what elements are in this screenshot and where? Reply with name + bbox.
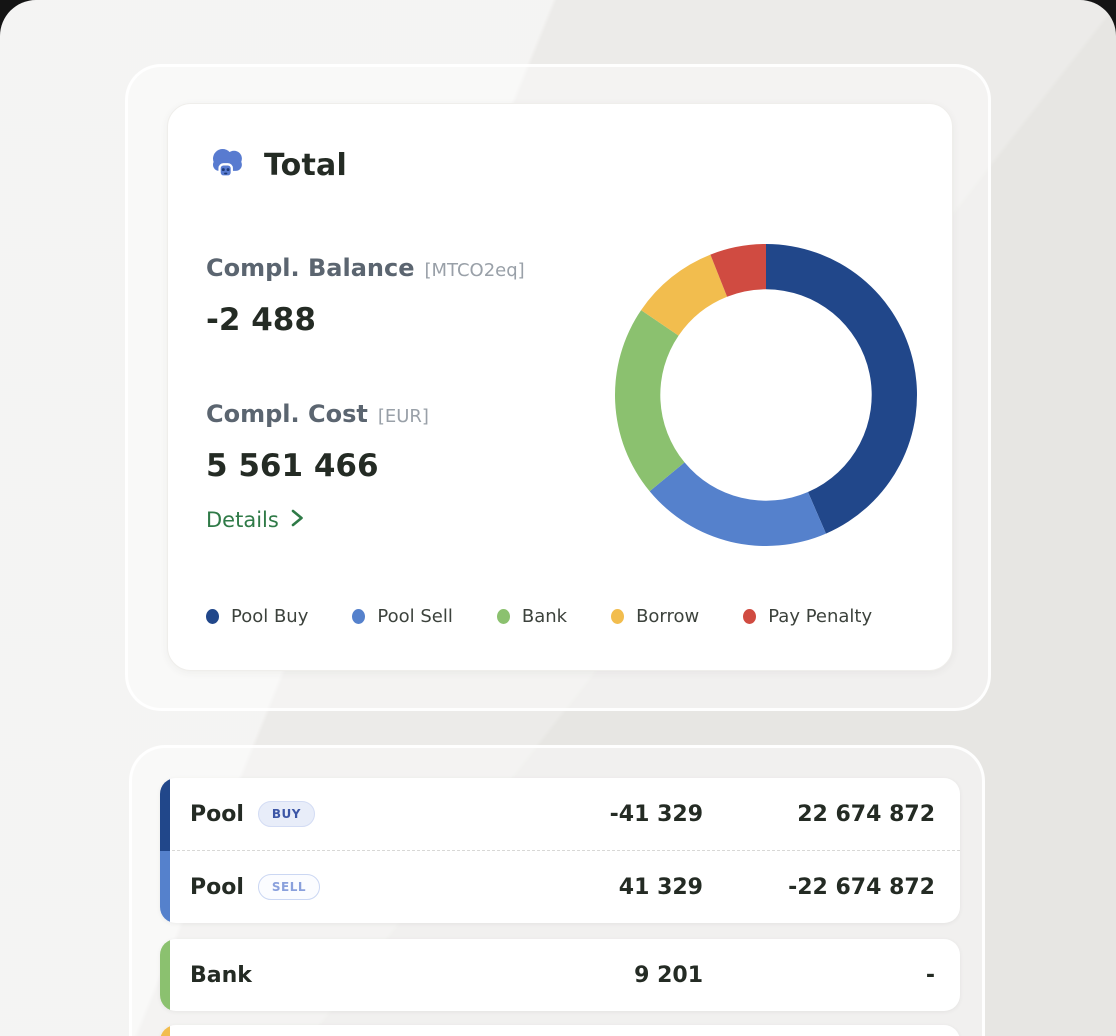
- donut-slice-pool-buy: [766, 244, 917, 534]
- total-card: Total Compl. Balance [MTCO2eq] -2 488 Co…: [167, 103, 953, 671]
- page-title: Total: [264, 147, 347, 183]
- row-stripe: [160, 778, 170, 923]
- legend-label: Pay Penalty: [768, 606, 873, 627]
- cost-label-row: Compl. Cost [EUR]: [206, 400, 429, 428]
- details-link[interactable]: Details: [206, 508, 304, 532]
- row-divider: [172, 850, 960, 851]
- sell-badge: SELL: [257, 874, 321, 900]
- donut-slice-borrow: [641, 254, 728, 336]
- legend-label: Bank: [521, 606, 568, 627]
- stripe-borrow: [160, 1025, 170, 1036]
- legend-dot-bank: [496, 609, 510, 624]
- stripe-pool-buy: [160, 778, 170, 851]
- legend-item-pool-buy: Pool Buy: [206, 606, 308, 627]
- row-cost: 22 674 872: [797, 801, 935, 827]
- legend-item-bank: Bank: [496, 606, 568, 627]
- legend-dot-pool-sell: [352, 609, 366, 624]
- transactions-panel: Pool BUY -41 329 22 674 872 Pool SELL 41…: [129, 745, 985, 1036]
- cloud-co2-icon: [206, 142, 248, 188]
- table-row-pool-sell[interactable]: Pool SELL 41 329 -22 674 872: [160, 851, 960, 923]
- legend-label: Borrow: [636, 606, 700, 627]
- borrow-row-card: [160, 1025, 960, 1036]
- cost-value: 5 561 466: [206, 448, 379, 484]
- legend-item-pool-sell: Pool Sell: [352, 606, 453, 627]
- legend-label: Pool Buy: [231, 606, 309, 627]
- row-cost: -22 674 872: [788, 874, 935, 900]
- pool-row-card: Pool BUY -41 329 22 674 872 Pool SELL 41…: [160, 778, 960, 923]
- legend-label: Pool Sell: [377, 606, 453, 627]
- row-volume: 41 329: [618, 874, 703, 900]
- chevron-right-icon: [291, 508, 304, 532]
- donut-slice-pool-sell: [649, 462, 826, 546]
- table-row-borrow[interactable]: [160, 1025, 960, 1036]
- legend-item-pay-penalty: Pay Penalty: [743, 606, 872, 627]
- balance-label: Compl. Balance: [206, 254, 415, 282]
- row-name: Pool: [190, 801, 244, 827]
- details-link-label: Details: [206, 508, 279, 532]
- chart-legend: Pool Buy Pool Sell Bank Borrow Pay Penal…: [206, 606, 872, 627]
- legend-dot-pay-penalty: [743, 609, 757, 624]
- donut-chart: [615, 244, 917, 546]
- card-header: Total: [206, 142, 347, 188]
- legend-dot-borrow: [611, 609, 625, 624]
- row-stripe: [160, 939, 170, 1011]
- balance-value: -2 488: [206, 302, 316, 338]
- row-volume: 9 201: [634, 962, 703, 988]
- legend-item-borrow: Borrow: [611, 606, 699, 627]
- buy-badge: BUY: [257, 801, 315, 827]
- bank-row-card: Bank 9 201 -: [160, 939, 960, 1011]
- table-row-pool-buy[interactable]: Pool BUY -41 329 22 674 872: [160, 778, 960, 850]
- balance-unit: [MTCO2eq]: [424, 260, 525, 281]
- stripe-pool-sell: [160, 850, 170, 923]
- total-panel: Total Compl. Balance [MTCO2eq] -2 488 Co…: [125, 64, 991, 711]
- legend-dot-pool-buy: [206, 609, 219, 624]
- table-row-bank[interactable]: Bank 9 201 -: [160, 939, 960, 1011]
- row-cost: -: [925, 962, 935, 988]
- stripe-bank: [160, 939, 170, 1011]
- donut-slice-bank: [615, 310, 685, 492]
- row-stripe: [160, 1025, 170, 1036]
- balance-label-row: Compl. Balance [MTCO2eq]: [206, 254, 525, 282]
- cost-unit: [EUR]: [377, 406, 429, 427]
- donut-slice-pay-penalty: [710, 244, 766, 297]
- row-name: Bank: [190, 962, 252, 988]
- row-volume: -41 329: [609, 801, 703, 827]
- cost-label: Compl. Cost: [206, 400, 368, 428]
- row-name: Pool: [190, 874, 244, 900]
